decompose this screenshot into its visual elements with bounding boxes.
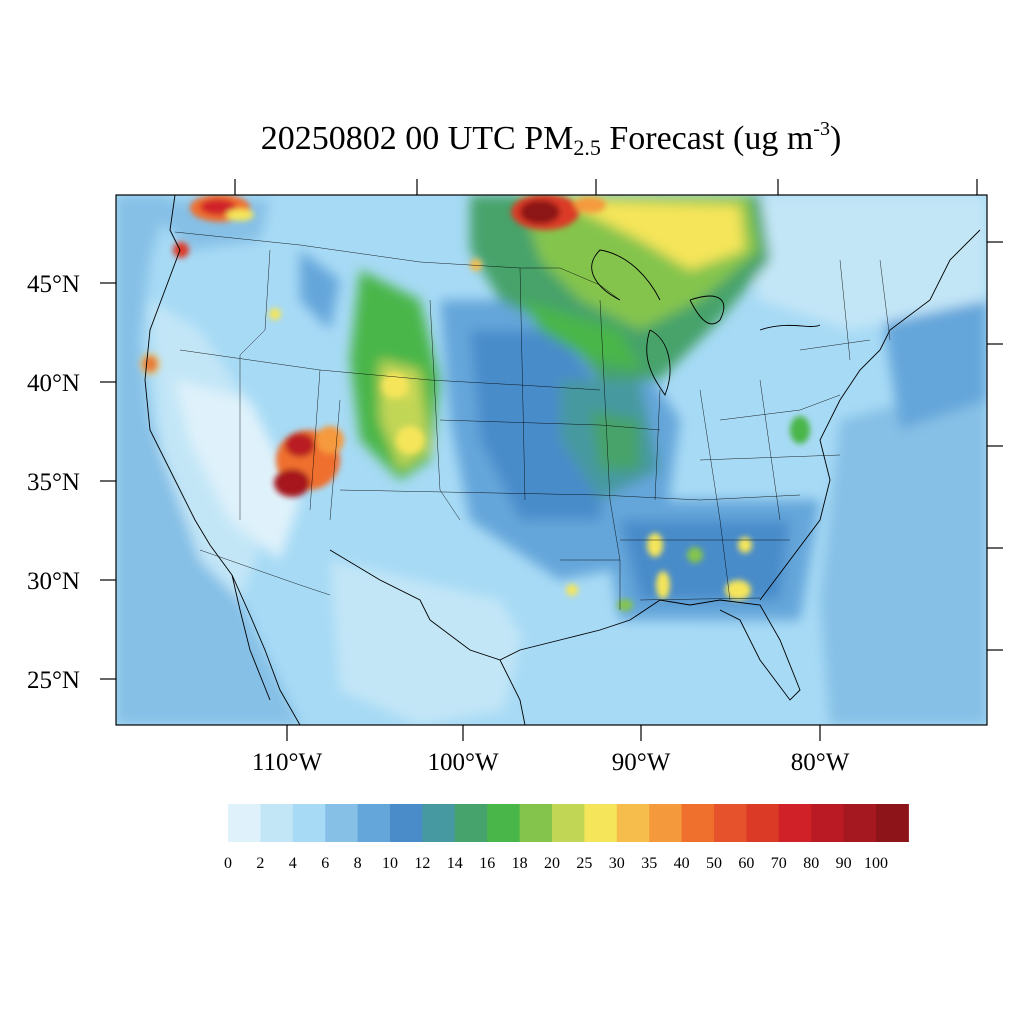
colorbar-box bbox=[778, 804, 812, 842]
colorbar-label: 18 bbox=[512, 855, 528, 872]
colorbar-label: 60 bbox=[738, 855, 754, 872]
colorbar-label: 30 bbox=[609, 855, 625, 872]
map-ticks bbox=[100, 179, 1003, 741]
title-middle: Forecast (ug m bbox=[600, 120, 814, 157]
colorbar-box bbox=[325, 804, 359, 842]
colorbar-box bbox=[876, 804, 909, 842]
colorbar-box bbox=[454, 804, 488, 842]
colorbar-label: 12 bbox=[414, 855, 430, 872]
lat-label-45n: 45°N bbox=[27, 271, 80, 298]
title-prefix: 20250802 00 UTC PM bbox=[260, 120, 574, 157]
colorbar-label: 0 bbox=[224, 855, 232, 872]
colorbar-label: 4 bbox=[289, 855, 297, 872]
colorbar-box bbox=[390, 804, 423, 842]
title-subscript: 2.5 bbox=[573, 135, 601, 160]
title-superscript: -3 bbox=[813, 118, 830, 140]
colorbar-label: 16 bbox=[479, 855, 495, 872]
colorbar-label: 25 bbox=[576, 855, 592, 872]
colorbar-label: 2 bbox=[256, 855, 264, 872]
colorbar-box bbox=[811, 804, 845, 842]
colorbar-label: 50 bbox=[706, 855, 722, 872]
latitude-labels: 45°N 40°N 35°N 30°N 25°N bbox=[27, 271, 80, 694]
lat-label-25n: 25°N bbox=[27, 667, 80, 694]
colorbar-box bbox=[649, 804, 683, 842]
colorbar-label: 80 bbox=[803, 855, 819, 872]
pm25-field bbox=[116, 195, 987, 725]
colorbar-box bbox=[714, 804, 747, 842]
colorbar-label: 100 bbox=[864, 855, 888, 872]
colorbar-box bbox=[357, 804, 391, 842]
lon-label-90w: 90°W bbox=[612, 749, 671, 776]
colorbar-label: 90 bbox=[836, 855, 852, 872]
lat-label-30n: 30°N bbox=[27, 568, 80, 595]
colorbar-box bbox=[616, 804, 650, 842]
colorbar-box bbox=[552, 804, 585, 842]
title-suffix: ) bbox=[829, 120, 842, 157]
lon-label-100w: 100°W bbox=[427, 749, 498, 776]
colorbar-box bbox=[422, 804, 456, 842]
colorbar-box bbox=[746, 804, 780, 842]
colorbar-box bbox=[681, 804, 715, 842]
lat-label-35n: 35°N bbox=[27, 469, 80, 496]
colorbar-label: 70 bbox=[771, 855, 787, 872]
colorbar-box bbox=[519, 804, 553, 842]
lon-label-110w: 110°W bbox=[252, 749, 323, 776]
colorbar-box bbox=[843, 804, 877, 842]
colorbar-box bbox=[228, 804, 261, 842]
colorbar-label: 40 bbox=[674, 855, 690, 872]
colorbar-box bbox=[260, 804, 294, 842]
lon-label-80w: 80°W bbox=[791, 749, 850, 776]
colorbar-label: 10 bbox=[382, 855, 398, 872]
colorbar-box bbox=[487, 804, 521, 842]
colorbar-label: 35 bbox=[641, 855, 657, 872]
lat-label-40n: 40°N bbox=[27, 370, 80, 397]
colorbar-label: 6 bbox=[321, 855, 329, 872]
colorbar-box bbox=[292, 804, 326, 842]
colorbar-label: 20 bbox=[544, 855, 560, 872]
colorbar-label: 8 bbox=[354, 855, 362, 872]
colorbar-box bbox=[584, 804, 618, 842]
longitude-labels: 110°W 100°W 90°W 80°W bbox=[252, 749, 850, 776]
map-frame bbox=[115, 194, 988, 726]
colorbar: 0 2 4 6 8 10 12 14 16 18 20 25 30 35 40 50 60 70 80 90 100 bbox=[224, 804, 909, 872]
map-title: 20250802 00 UTC PM2.5 Forecast (ug m-3) bbox=[0, 118, 1024, 161]
colorbar-label: 14 bbox=[447, 855, 463, 872]
